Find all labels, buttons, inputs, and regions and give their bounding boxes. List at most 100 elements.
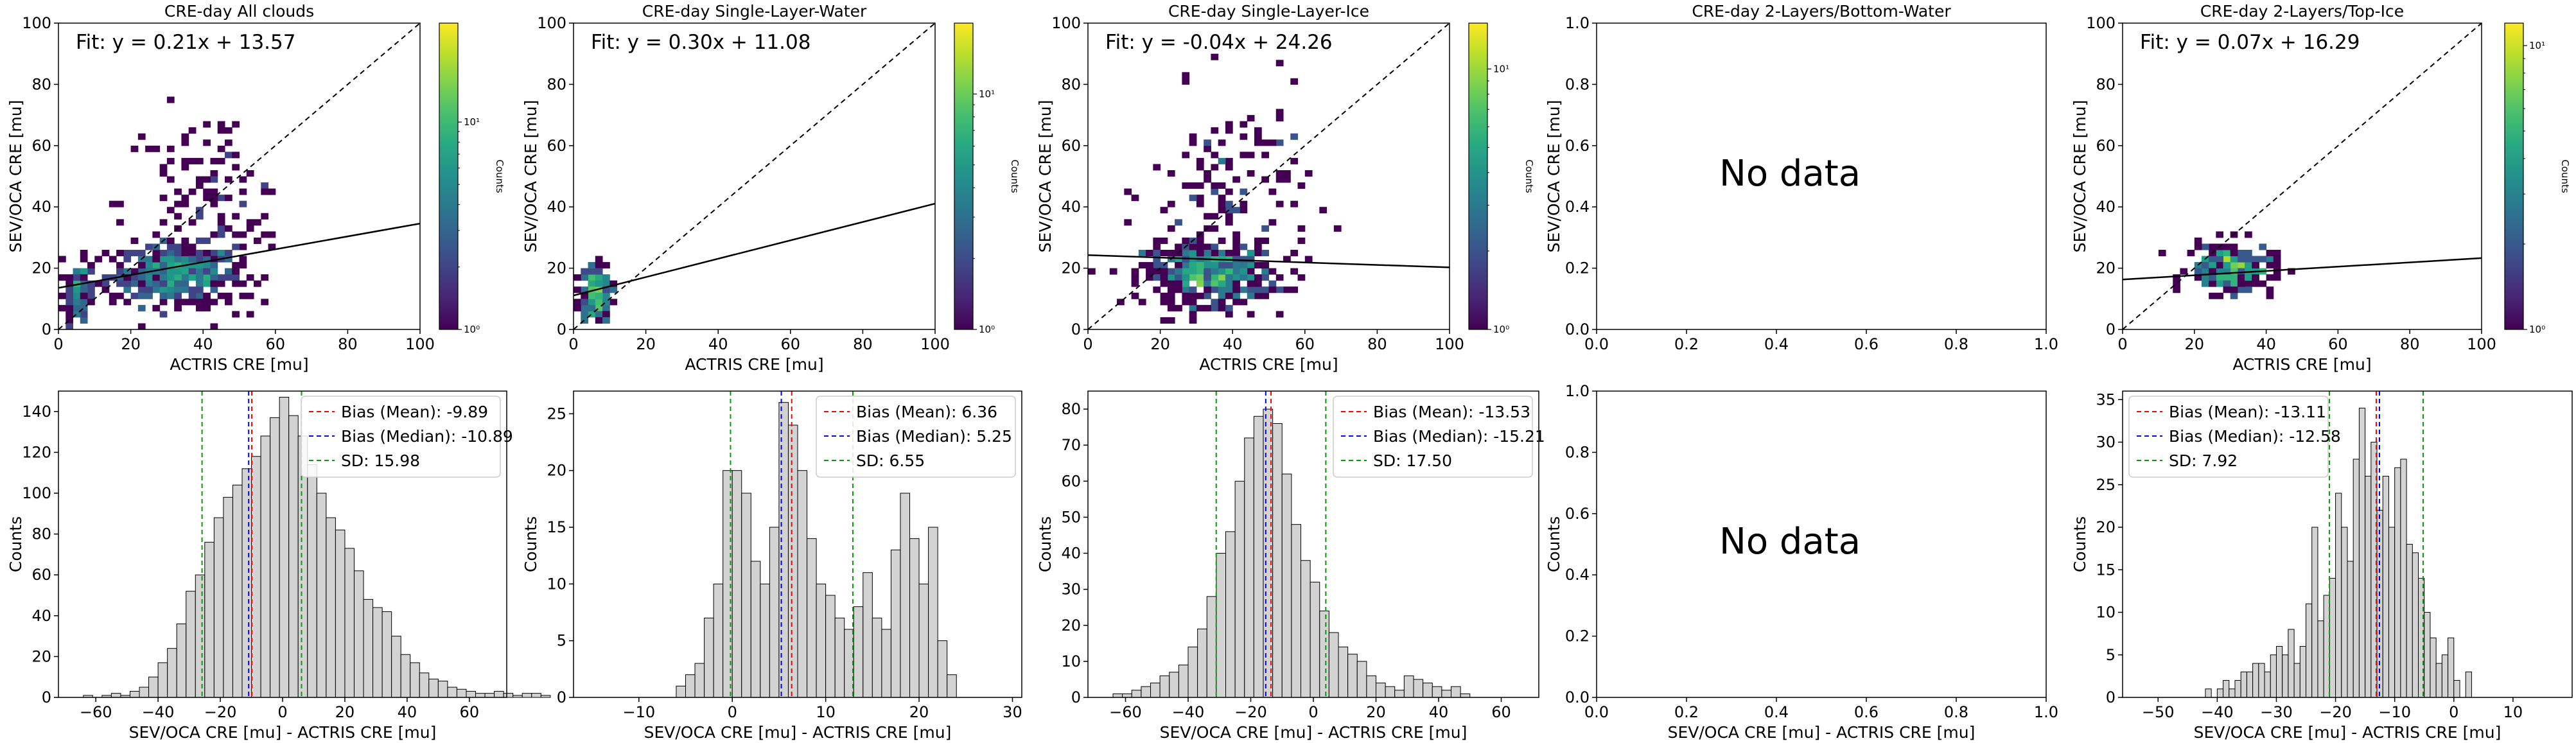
heatmap-cell: [2173, 286, 2180, 293]
heatmap-cell: [2273, 262, 2281, 269]
heatmap-cell: [80, 274, 88, 281]
histogram-bar: [456, 688, 467, 698]
histogram-bar: [1441, 690, 1451, 698]
histogram-bar: [1131, 690, 1142, 698]
y-tick-label: 80: [547, 75, 566, 93]
legend-entry: SD: 6.55: [856, 451, 925, 470]
heatmap-cell: [159, 219, 168, 226]
heatmap-cell: [1247, 170, 1255, 177]
heatmap-cell: [2180, 268, 2188, 275]
heatmap-cell: [101, 280, 110, 287]
histogram-bar: [2311, 527, 2318, 698]
heatmap-cell: [145, 256, 153, 263]
y-tick-label: 0.0: [1565, 688, 1590, 706]
heatmap-cell: [1290, 200, 1299, 207]
heatmap-cell: [159, 170, 168, 177]
panel-title: CRE-day Single-Layer-Ice: [1168, 2, 1369, 21]
heatmap-cell: [159, 274, 168, 281]
heatmap-cell: [159, 195, 168, 202]
heatmap-cell: [174, 304, 182, 311]
histogram-bar: [2299, 646, 2307, 698]
heatmap-cell: [166, 274, 175, 281]
heatmap-cell: [116, 200, 124, 207]
histogram-bar: [1403, 675, 1414, 698]
heatmap-cell: [268, 243, 276, 250]
heatmap-cell: [1211, 213, 1219, 220]
heatmap-cell: [224, 139, 232, 146]
heatmap-cell: [73, 292, 81, 299]
heatmap-cell: [246, 311, 254, 318]
heatmap-cell: [232, 121, 240, 128]
heatmap-cell: [1319, 207, 1327, 214]
heatmap-cell: [1196, 262, 1204, 269]
histogram-bar: [1385, 686, 1396, 698]
heatmap-cell: [2209, 274, 2216, 281]
heatmap-cell: [1254, 139, 1262, 146]
y-tick-label: 80: [31, 75, 51, 93]
heatmap-cell: [1240, 121, 1248, 128]
heatmap-cell: [145, 262, 153, 269]
legend-entry: SD: 7.92: [2169, 451, 2238, 470]
heatmap-cell: [2201, 243, 2209, 250]
heatmap-cell: [2237, 249, 2245, 257]
heatmap-cell: [1167, 170, 1175, 177]
heatmap-cell: [1182, 286, 1190, 293]
heatmap-cell: [2223, 286, 2231, 293]
heatmap-cell: [1232, 243, 1240, 250]
histogram-bar: [834, 617, 845, 698]
heatmap-cell: [210, 188, 218, 195]
heatmap-cell: [1175, 274, 1182, 281]
histogram-bar: [1141, 686, 1151, 698]
heatmap-cell: [1138, 249, 1146, 257]
heatmap-cell: [268, 231, 276, 238]
heatmap-cell: [1218, 200, 1226, 207]
heatmap-cell: [1167, 304, 1175, 311]
heatmap-cell: [1225, 274, 1233, 281]
heatmap-cell: [174, 213, 182, 220]
heatmap-cell: [174, 280, 182, 287]
histogram-bar: [881, 629, 891, 698]
heatmap-cell: [1211, 127, 1219, 134]
heatmap-cell: [159, 164, 168, 171]
histogram-panel: 0.0 0.2 0.4 0.6 0.8 1.0 0.0 0.2 0.4 0.6 0.8 1.0 SEV/…: [1545, 382, 2058, 742]
heatmap-cell: [232, 311, 240, 318]
x-tick-label: −30: [2260, 703, 2293, 721]
heatmap-cell: [174, 262, 182, 269]
heatmap-cell: [1225, 164, 1233, 171]
y-tick-label: 60: [547, 137, 566, 155]
heatmap-cell: [116, 292, 124, 299]
heatmap-cell: [1167, 280, 1175, 287]
colorbar-tick-label: 10¹: [979, 88, 995, 100]
heatmap-cell: [145, 292, 153, 299]
heatmap-cell: [1182, 237, 1190, 244]
heatmap-cell: [152, 268, 161, 275]
colorbar-tick-label: 10¹: [464, 116, 480, 128]
y-tick-label: 30: [2096, 433, 2116, 451]
heatmap-cell: [1189, 286, 1197, 293]
heatmap-cell: [137, 304, 146, 311]
x-tick-label: 0.8: [1944, 335, 1968, 353]
heatmap-cell: [2216, 280, 2224, 287]
y-tick-label: 10: [1061, 652, 1081, 670]
histogram-bar: [2441, 654, 2449, 698]
x-tick-label: 100: [1435, 335, 1464, 353]
y-axis-label: SEV/OCA CRE [mu]: [1036, 100, 1055, 253]
histogram-bar: [176, 624, 187, 698]
histogram-bar: [2306, 603, 2313, 698]
x-tick-label: 0: [277, 703, 287, 721]
histogram-bar: [410, 662, 420, 698]
heatmap-cell: [1204, 304, 1211, 311]
histogram-bar: [2435, 663, 2442, 698]
heatmap-cell: [1225, 280, 1233, 287]
heatmap-cell: [203, 139, 211, 146]
heatmap-cell: [210, 323, 218, 330]
heatmap-cell: [1211, 286, 1219, 293]
heatmap-cell: [203, 195, 211, 202]
histogram-bar: [2412, 552, 2419, 698]
heatmap-cell: [609, 299, 618, 306]
histogram-bar: [353, 570, 364, 698]
histogram-bar: [110, 693, 121, 698]
histogram-bar: [937, 640, 948, 698]
x-tick-label: 100: [920, 335, 950, 353]
heatmap-cell: [1204, 176, 1211, 183]
